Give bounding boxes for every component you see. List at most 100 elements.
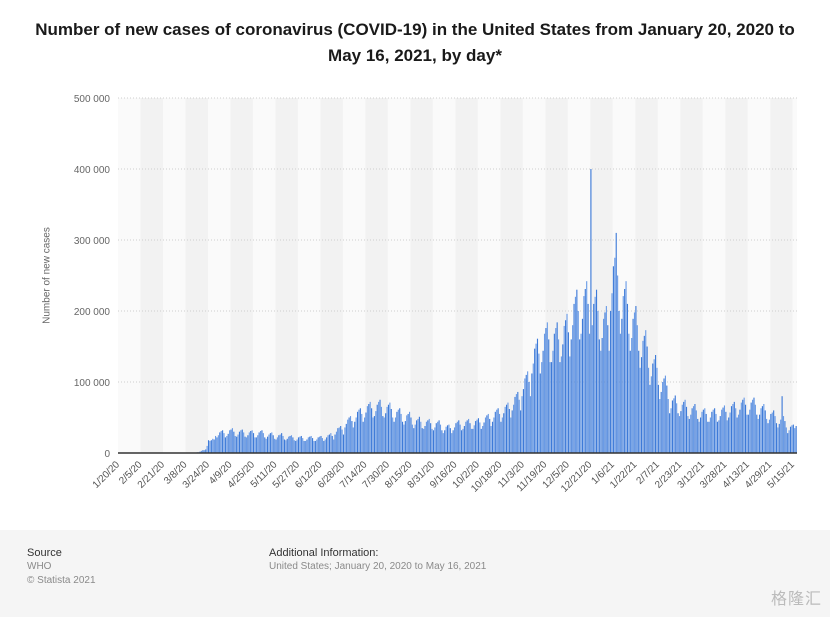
bar: [470, 428, 472, 453]
bar: [310, 435, 312, 453]
bar: [442, 433, 444, 453]
bar: [618, 311, 620, 453]
bar: [536, 338, 539, 453]
bar: [387, 404, 390, 453]
bar: [572, 325, 574, 453]
bar: [691, 408, 693, 453]
plot-band: [702, 98, 726, 453]
bar: [725, 411, 727, 453]
bar: [475, 421, 477, 453]
bar: [423, 428, 425, 453]
bar: [389, 402, 391, 453]
bar: [673, 398, 675, 453]
bar: [587, 303, 589, 453]
bar: [425, 421, 427, 453]
bar: [222, 430, 224, 453]
bar: [774, 416, 776, 453]
bar: [473, 425, 475, 453]
bar: [594, 296, 596, 453]
bar: [722, 407, 724, 453]
bar: [633, 312, 636, 453]
bar: [379, 399, 381, 453]
bar: [795, 426, 797, 453]
bar: [465, 421, 467, 453]
bar: [431, 428, 433, 453]
bar: [321, 438, 323, 453]
bar: [788, 430, 790, 453]
bar: [569, 356, 571, 453]
bar: [451, 433, 453, 453]
bar: [645, 330, 647, 453]
bar: [316, 439, 318, 453]
plot-band: [657, 98, 681, 453]
plot-band: [297, 98, 321, 453]
bar: [309, 436, 311, 453]
bar: [282, 435, 284, 453]
bar: [636, 325, 638, 453]
plot-band: [230, 98, 253, 453]
bar: [777, 427, 779, 453]
bar: [420, 421, 422, 453]
bar: [289, 435, 291, 453]
bar: [351, 421, 353, 453]
bar: [386, 406, 388, 453]
bar: [570, 339, 572, 453]
bar: [278, 435, 280, 453]
bar: [365, 412, 367, 453]
bar: [559, 362, 561, 453]
bar: [229, 430, 231, 453]
bar: [593, 303, 595, 453]
y-tick-label: 200 000: [74, 307, 111, 318]
plot-band: [207, 98, 231, 453]
bar: [603, 318, 605, 453]
bar: [674, 395, 676, 453]
bar: [621, 318, 623, 453]
bar: [264, 437, 266, 453]
bar: [760, 408, 762, 453]
plot-band: [792, 98, 797, 453]
bar: [684, 399, 686, 453]
bar: [486, 415, 488, 453]
bar: [524, 378, 526, 453]
bar: [424, 426, 426, 453]
bar: [659, 399, 661, 453]
bar: [685, 406, 688, 453]
bar: [491, 421, 494, 453]
plot-band: [162, 98, 186, 453]
bar: [542, 350, 544, 453]
bar: [566, 313, 568, 453]
watermark-logo: 格隆汇: [770, 591, 822, 608]
bar: [293, 440, 295, 453]
bar: [220, 430, 222, 453]
bar: [545, 328, 547, 453]
bar: [463, 426, 465, 453]
bar: [664, 375, 666, 453]
bar: [784, 421, 786, 453]
bar: [527, 371, 529, 453]
bar: [556, 322, 558, 453]
bar: [750, 402, 752, 453]
bar: [252, 433, 255, 453]
plot-band: [118, 98, 141, 453]
bar: [410, 417, 412, 453]
bar: [704, 408, 706, 453]
bar: [493, 417, 495, 453]
bar: [227, 433, 229, 453]
plot-band: [140, 98, 163, 453]
bar: [498, 413, 501, 453]
plot-band: [477, 98, 501, 453]
bar: [206, 445, 208, 453]
source-value: WHO: [27, 561, 52, 572]
bar: [740, 402, 742, 453]
bar: [414, 424, 416, 453]
bar: [669, 413, 671, 453]
bar: [601, 337, 603, 453]
bar: [205, 449, 207, 453]
bar: [217, 435, 219, 453]
bar: [501, 417, 503, 453]
plot-band: [185, 98, 208, 453]
bar: [677, 413, 679, 453]
bar: [296, 439, 298, 453]
bar: [444, 430, 446, 453]
bar: [441, 430, 443, 453]
